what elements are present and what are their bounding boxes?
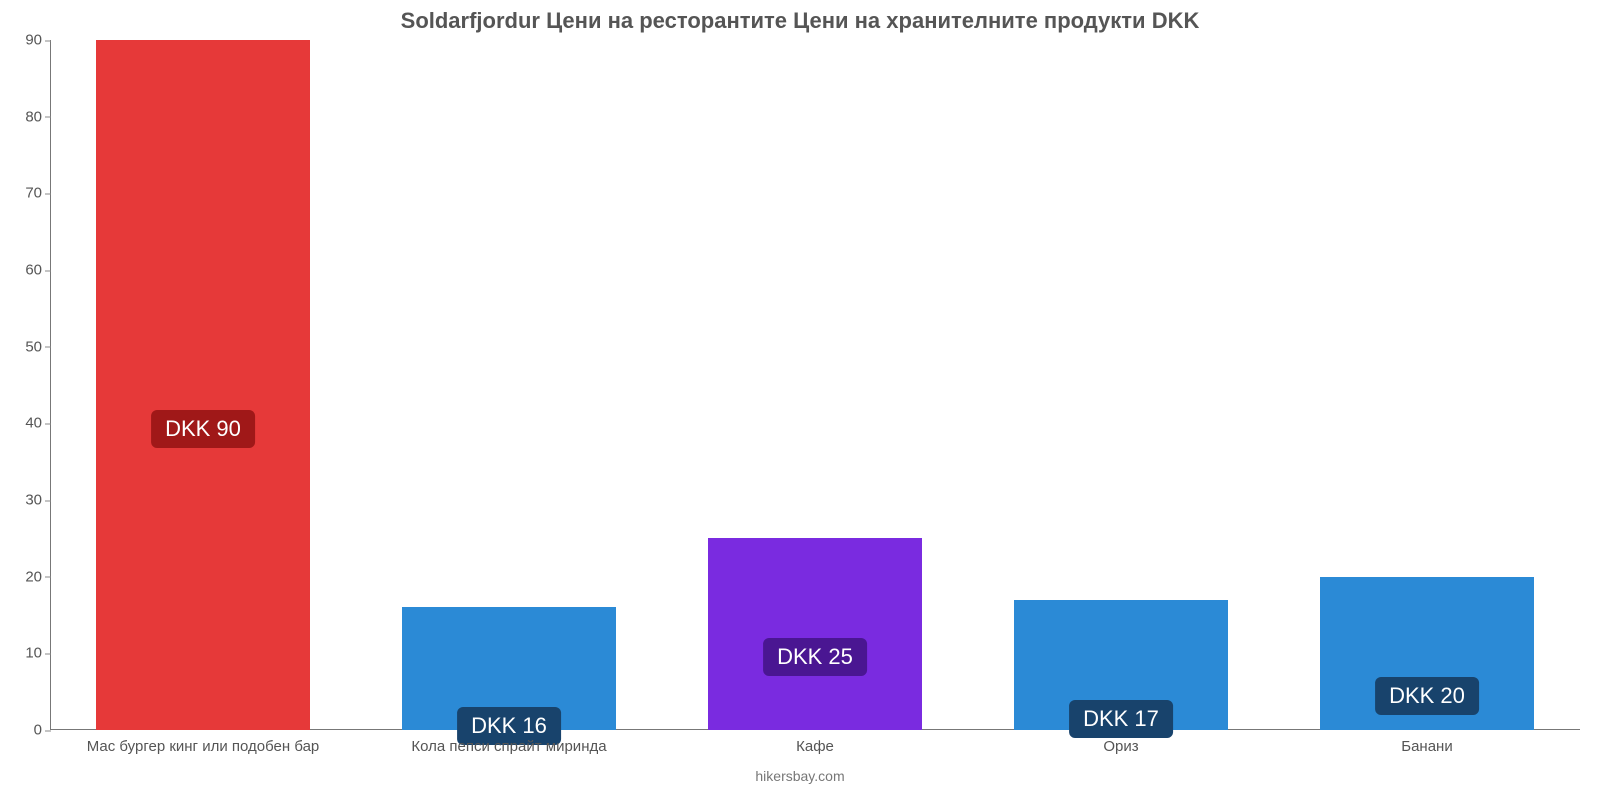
- bars-container: DKK 90 DKK 16 DKK 25 DKK 17 DKK 20: [50, 40, 1580, 730]
- x-axis-label: Кола пепси спрайт миринда: [356, 738, 662, 755]
- y-tick: 30: [25, 492, 50, 509]
- x-axis-label: Кафе: [662, 738, 968, 755]
- x-axis-label: Мас бургер кинг или подобен бар: [50, 738, 356, 755]
- chart-footer: hikersbay.com: [0, 768, 1600, 784]
- y-tick: 90: [25, 32, 50, 49]
- y-tick: 10: [25, 645, 50, 662]
- y-tick: 80: [25, 108, 50, 125]
- bar: DKK 20: [1320, 577, 1534, 730]
- plot-area: 0102030405060708090 DKK 90DKK 16DKK 25DK…: [50, 40, 1580, 730]
- value-badge: DKK 90: [151, 410, 255, 448]
- y-tick: 20: [25, 568, 50, 585]
- bar: DKK 90: [96, 40, 310, 730]
- bar: DKK 25: [708, 538, 922, 730]
- value-badge: DKK 17: [1069, 700, 1173, 738]
- y-tick: 40: [25, 415, 50, 432]
- y-tick: 60: [25, 262, 50, 279]
- x-axis-label: Ориз: [968, 738, 1274, 755]
- bar: DKK 16: [402, 607, 616, 730]
- bar-slot: DKK 17: [968, 40, 1274, 730]
- bar: DKK 17: [1014, 600, 1228, 730]
- bar-slot: DKK 20: [1274, 40, 1580, 730]
- price-bar-chart: Soldarfjordur Цени на ресторантите Цени …: [0, 0, 1600, 800]
- bar-slot: DKK 16: [356, 40, 662, 730]
- y-tick: 70: [25, 185, 50, 202]
- y-tick: 50: [25, 338, 50, 355]
- bar-slot: DKK 90: [50, 40, 356, 730]
- chart-title: Soldarfjordur Цени на ресторантите Цени …: [0, 8, 1600, 34]
- bar-slot: DKK 25: [662, 40, 968, 730]
- x-axis-labels: Мас бургер кинг или подобен барКола пепс…: [50, 738, 1580, 755]
- value-badge: DKK 25: [763, 638, 867, 676]
- y-tick: 0: [34, 722, 50, 739]
- value-badge: DKK 20: [1375, 677, 1479, 715]
- x-axis-label: Банани: [1274, 738, 1580, 755]
